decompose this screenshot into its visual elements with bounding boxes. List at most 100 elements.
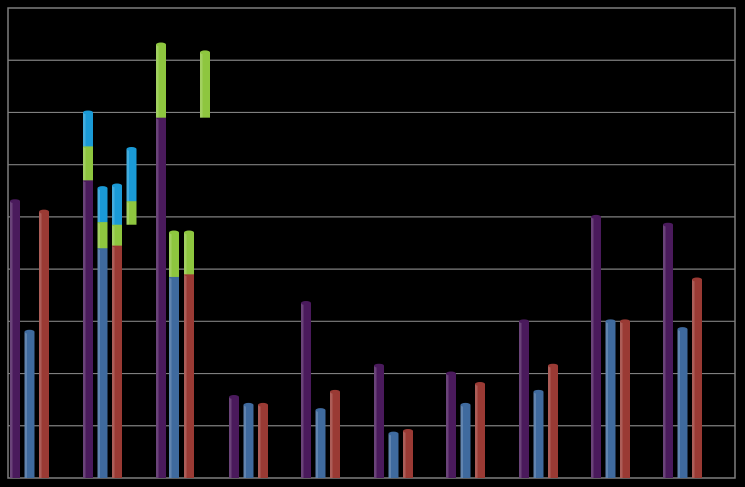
bar xyxy=(620,319,630,478)
bar-cap xyxy=(243,402,254,407)
bar xyxy=(229,395,239,478)
bar-segment xyxy=(184,232,194,275)
bar-cap xyxy=(315,408,326,413)
bar-cap xyxy=(533,389,544,394)
bar-segment xyxy=(97,248,108,478)
bar-cap xyxy=(446,371,456,376)
bar-segment xyxy=(39,211,49,478)
bar-cap xyxy=(10,199,20,204)
bar-segment xyxy=(519,321,529,478)
bar-cap xyxy=(83,110,93,115)
bar-cap xyxy=(24,329,35,334)
bar-highlight xyxy=(24,331,27,478)
bar xyxy=(156,42,166,479)
bar-group xyxy=(83,110,137,479)
bar-segment xyxy=(112,245,122,478)
bar xyxy=(460,402,471,478)
bar-highlight xyxy=(460,404,463,478)
bar-highlight xyxy=(10,201,13,478)
bar-group xyxy=(519,319,558,478)
bar-highlight xyxy=(315,410,318,478)
bar-segment xyxy=(184,274,194,478)
bar-segment xyxy=(388,433,399,478)
bar-highlight xyxy=(126,149,129,202)
bar-highlight xyxy=(112,224,115,246)
bar-cap xyxy=(126,147,137,151)
bar-segment xyxy=(126,149,137,202)
bar xyxy=(374,363,384,478)
bar-series xyxy=(10,42,702,479)
bar-cap xyxy=(258,402,268,407)
bar-segment xyxy=(243,404,254,478)
bar xyxy=(315,408,326,478)
bar-cap xyxy=(97,186,108,191)
bar-segment xyxy=(156,117,166,479)
bar-highlight xyxy=(374,365,377,478)
bar-cap xyxy=(692,277,702,282)
bar-highlight xyxy=(475,384,478,478)
bar-group xyxy=(663,222,702,478)
bar xyxy=(301,301,311,478)
bar-highlight xyxy=(156,44,159,118)
bar-segment xyxy=(83,180,93,479)
bar-group xyxy=(591,214,630,478)
bar xyxy=(83,110,93,479)
bar-segment xyxy=(677,329,688,478)
bar-cap xyxy=(519,319,529,324)
bar-group xyxy=(446,371,485,478)
bar-cap xyxy=(229,395,239,400)
bar-highlight xyxy=(97,188,100,223)
bar-segment xyxy=(692,279,702,478)
bar-segment xyxy=(548,365,558,478)
bar-group xyxy=(10,199,49,478)
bar-segment xyxy=(374,365,384,478)
bar-segment xyxy=(156,44,166,118)
bar xyxy=(663,222,673,478)
bar-cap xyxy=(620,319,630,324)
bar-cap xyxy=(301,301,311,306)
bar-segment xyxy=(446,373,456,478)
bar-segment xyxy=(301,303,311,478)
bar xyxy=(519,319,529,478)
bar xyxy=(475,382,485,478)
bar-highlight xyxy=(184,232,187,275)
bar-cap xyxy=(663,222,673,227)
bar-group xyxy=(156,42,210,479)
bar-highlight xyxy=(663,224,666,478)
bar xyxy=(39,209,49,478)
bar-segment xyxy=(112,185,122,225)
bar-segment xyxy=(169,276,179,478)
bar-highlight xyxy=(83,146,86,181)
bar-segment xyxy=(605,321,616,478)
bar-cap xyxy=(169,230,179,235)
bar xyxy=(330,389,340,478)
bar-segment xyxy=(10,201,20,478)
bar-highlight xyxy=(605,321,608,478)
bar-highlight xyxy=(301,303,304,478)
bar-segment xyxy=(591,216,601,478)
bar xyxy=(97,186,108,478)
bar-highlight xyxy=(39,211,42,478)
bar xyxy=(258,402,268,478)
bar-highlight xyxy=(229,397,232,478)
bar xyxy=(388,431,399,478)
bar-segment xyxy=(83,146,93,181)
bar xyxy=(548,363,558,478)
bar-cap xyxy=(330,389,340,394)
bar-highlight xyxy=(533,391,536,478)
bar-highlight xyxy=(169,232,172,277)
bar xyxy=(446,371,456,478)
bar-segment xyxy=(169,232,179,277)
bar-highlight xyxy=(446,373,449,478)
bar-highlight xyxy=(243,404,246,478)
bar xyxy=(169,230,179,478)
bar-highlight xyxy=(519,321,522,478)
bar-cap xyxy=(605,319,616,324)
bar-cap xyxy=(591,214,601,219)
bar-highlight xyxy=(388,433,391,478)
bar-segment xyxy=(533,391,544,478)
bar-cap xyxy=(112,183,122,188)
bar-cap xyxy=(184,230,194,235)
bar-segment xyxy=(620,321,630,478)
